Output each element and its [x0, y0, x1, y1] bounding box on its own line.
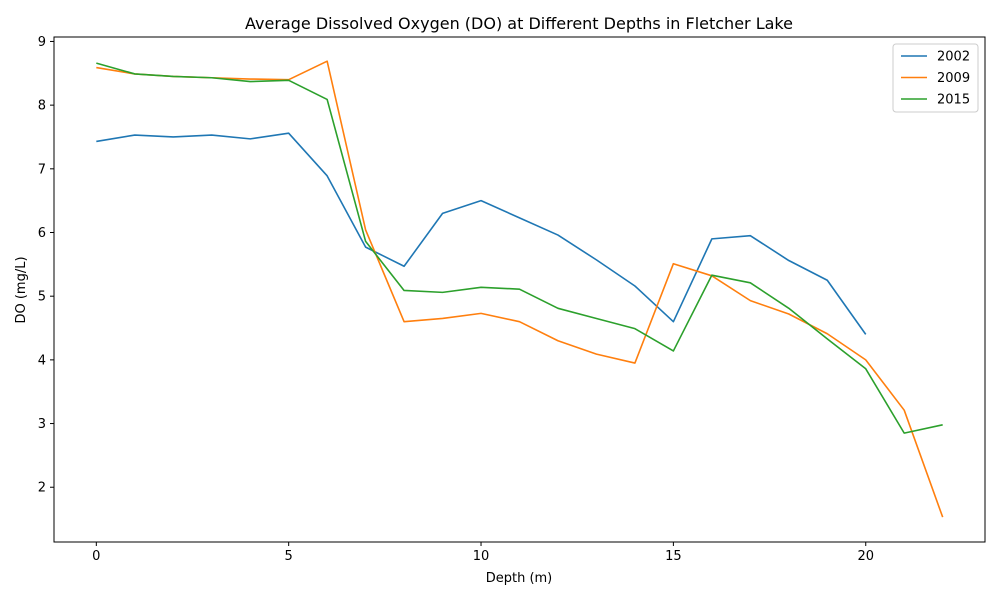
- y-tick-label: 5: [38, 290, 46, 305]
- legend-label-2009: 2009: [937, 71, 970, 86]
- y-tick-label: 4: [38, 353, 46, 368]
- x-tick-label: 20: [857, 549, 874, 564]
- x-tick-label: 10: [473, 549, 490, 564]
- legend-box: [892, 43, 979, 113]
- y-tick-label: 7: [38, 162, 46, 177]
- y-tick-label: 8: [38, 99, 46, 114]
- legend-label-2002: 2002: [937, 50, 970, 65]
- y-axis-label: DO (mg/L): [14, 256, 29, 323]
- y-tick-label: 2: [38, 481, 46, 496]
- y-tick-label: 6: [38, 226, 46, 241]
- legend-label-2015: 2015: [937, 93, 970, 108]
- x-tick-label: 0: [92, 549, 100, 564]
- x-tick-label: 15: [665, 549, 682, 564]
- series-line-2002: [96, 132, 867, 335]
- y-tick-label: 9: [38, 35, 46, 50]
- x-tick-label: 5: [285, 549, 293, 564]
- x-axis-label: Depth (m): [486, 571, 553, 586]
- y-tick-label: 3: [38, 417, 46, 432]
- plot-frame: [53, 36, 986, 543]
- chart-title: Average Dissolved Oxygen (DO) at Differe…: [245, 14, 793, 33]
- series-line-2015: [96, 62, 943, 434]
- series-line-2009: [96, 60, 944, 518]
